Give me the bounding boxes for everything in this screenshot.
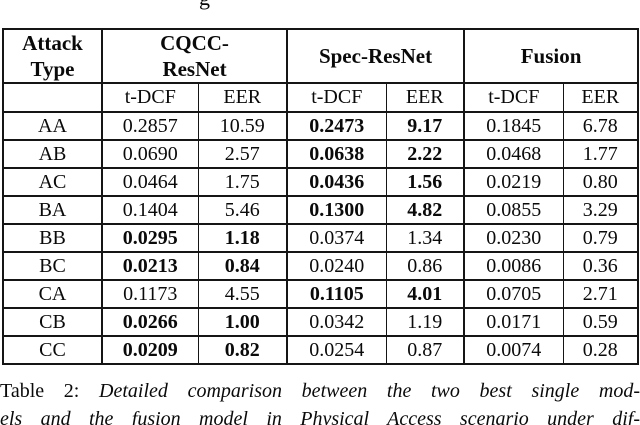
attack-type-cell: BA [3,195,102,224]
clipped-text-fragment: g [199,0,210,11]
metric-cell: 2.22 [385,139,465,168]
metric-cell: 0.0690 [101,139,198,168]
table-row-bb: BB 0.0295 1.18 0.0374 1.34 0.0230 0.79 [3,223,639,252]
table-row-aa: AA 0.2857 10.59 0.2473 9.17 0.1845 6.78 [3,111,639,140]
metric-cell: 0.1845 [463,111,564,140]
metric-cell: 1.75 [197,167,288,196]
subheader-eer: EER [385,82,465,112]
metric-cell: 0.1105 [286,279,387,308]
metric-cell: 0.0468 [463,139,564,168]
metric-cell: 4.82 [385,195,465,224]
metric-cell: 2.71 [562,279,639,308]
header-spec-resnet: Spec-ResNet [286,29,465,83]
metric-cell: 0.28 [562,335,639,364]
metric-cell: 0.2473 [286,111,387,140]
header-attack-type: Attack Type [22,31,83,81]
table-row-ba: BA 0.1404 5.46 0.1300 4.82 0.0855 3.29 [3,195,639,224]
attack-type-cell: CB [3,307,102,336]
attack-type-cell: BC [3,251,102,280]
attack-type-cell: AB [3,139,102,168]
metric-cell: 0.0254 [286,335,387,364]
table-header: Attack Type CQCC- ResNet Spec-ResNet Fus… [3,29,639,112]
metric-cell: 0.86 [385,251,465,280]
metric-cell: 1.00 [197,307,288,336]
metric-cell: 1.77 [562,139,639,168]
caption-text-line2: els and the fusion model in Physical Acc… [0,408,640,425]
metric-cell: 0.0209 [101,335,198,364]
subheader-row: t-DCF EER t-DCF EER t-DCF EER [3,82,639,112]
metric-cell: 0.1404 [101,195,198,224]
subheader-tdcf: t-DCF [463,82,564,112]
caption-text-line1: Detailed comparison between the two best… [99,380,640,402]
metric-cell: 0.0855 [463,195,564,224]
metric-cell: 5.46 [197,195,288,224]
header-fusion: Fusion [463,29,639,83]
caption-label: Table 2: [0,380,80,402]
metric-cell: 0.0266 [101,307,198,336]
subheader-eer: EER [562,82,639,112]
metric-cell: 1.18 [197,223,288,252]
metric-cell: 0.0436 [286,167,387,196]
metric-cell: 0.2857 [101,111,198,140]
metric-cell: 0.0240 [286,251,387,280]
metric-cell: 0.87 [385,335,465,364]
attack-type-cell: AA [3,111,102,140]
metric-cell: 6.78 [562,111,639,140]
attack-type-cell: CA [3,279,102,308]
metric-cell: 0.1173 [101,279,198,308]
subheader-tdcf: t-DCF [286,82,387,112]
metric-cell: 0.82 [197,335,288,364]
table-row-ac: AC 0.0464 1.75 0.0436 1.56 0.0219 0.80 [3,167,639,196]
metric-cell: 0.79 [562,223,639,252]
metric-cell: 3.29 [562,195,639,224]
metric-cell: 0.0342 [286,307,387,336]
subheader-eer: EER [197,82,288,112]
metric-cell: 4.55 [197,279,288,308]
metric-cell: 0.80 [562,167,639,196]
caption-line-1: Table 2: Detailed comparison between the… [0,377,640,405]
metric-cell: 2.57 [197,139,288,168]
table-row-ca: CA 0.1173 4.55 0.1105 4.01 0.0705 2.71 [3,279,639,308]
attack-type-cell: BB [3,223,102,252]
header-cqcc-resnet: CQCC- ResNet [100,29,288,83]
metric-cell: 0.0086 [463,251,564,280]
metric-cell: 0.0219 [463,167,564,196]
metric-cell: 0.0638 [286,139,387,168]
metric-cell: 1.19 [385,307,465,336]
table-row-cc: CC 0.0209 0.82 0.0254 0.87 0.0074 0.28 [3,335,639,364]
metric-cell: 0.0705 [463,279,564,308]
metric-cell: 0.0230 [463,223,564,252]
metric-cell: 10.59 [197,111,288,140]
metric-cell: 9.17 [385,111,465,140]
table-row-ab: AB 0.0690 2.57 0.0638 2.22 0.0468 1.77 [3,139,639,168]
metric-cell: 0.0171 [463,307,564,336]
table-row-cb: CB 0.0266 1.00 0.0342 1.19 0.0171 0.59 [3,307,639,336]
metric-cell: 0.0074 [463,335,564,364]
table-body: AA 0.2857 10.59 0.2473 9.17 0.1845 6.78 AB 0.069… [3,111,639,364]
metric-cell: 1.56 [385,167,465,196]
metric-cell: 1.34 [385,223,465,252]
results-table: Attack Type CQCC- ResNet Spec-ResNet Fus… [2,28,640,365]
subheader-tdcf: t-DCF [101,82,198,112]
attack-type-cell: CC [3,335,102,364]
table-caption: Table 2: Detailed comparison between the… [0,377,640,425]
metric-cell: 0.84 [197,251,288,280]
metric-cell: 0.0295 [101,223,198,252]
metric-cell: 4.01 [385,279,465,308]
subheader-empty-cell [3,82,102,112]
metric-cell: 0.0464 [101,167,198,196]
header-row: Attack Type CQCC- ResNet Spec-ResNet Fus… [3,29,639,83]
metric-cell: 0.0213 [101,251,198,280]
table-row-bc: BC 0.0213 0.84 0.0240 0.86 0.0086 0.36 [3,251,639,280]
metric-cell: 0.0374 [286,223,387,252]
metric-cell: 0.36 [562,251,639,280]
metric-cell: 0.59 [562,307,639,336]
metric-cell: 0.1300 [286,195,387,224]
attack-type-cell: AC [3,167,102,196]
